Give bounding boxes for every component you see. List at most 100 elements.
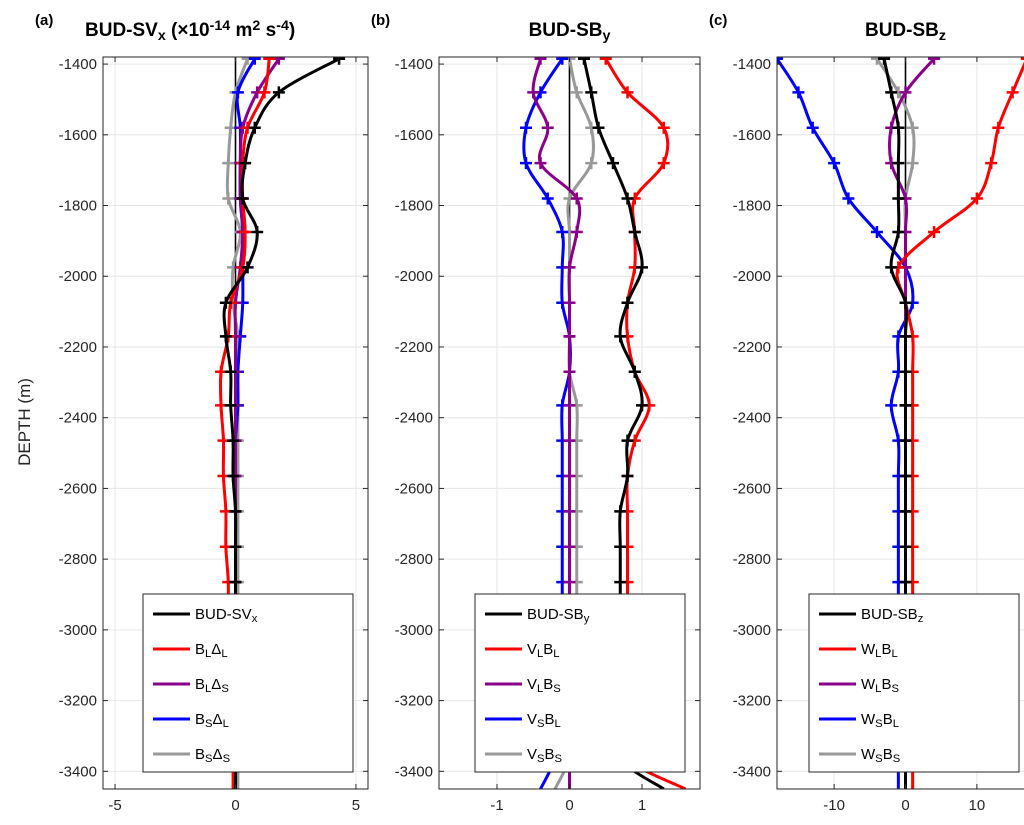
panel-label: (b) — [371, 12, 390, 29]
data-marker — [224, 365, 237, 378]
data-marker — [899, 86, 912, 99]
legend-entry: BSΔS — [195, 746, 230, 765]
y-tick-label: -1600 — [395, 127, 433, 144]
y-tick-label: -1400 — [733, 56, 771, 73]
data-marker — [248, 57, 261, 65]
y-tick-label: -2000 — [733, 268, 771, 285]
x-tick-label: -5 — [108, 797, 121, 814]
data-marker — [614, 576, 627, 589]
data-marker — [556, 226, 569, 239]
data-marker — [885, 261, 898, 274]
data-marker — [227, 434, 240, 447]
data-marker — [229, 576, 242, 589]
y-tick-label: -1800 — [59, 198, 97, 215]
legend-entry: BSΔL — [195, 711, 229, 730]
data-marker — [628, 226, 641, 239]
data-marker — [777, 57, 783, 65]
y-tick-label: -2600 — [59, 480, 97, 497]
data-marker — [885, 86, 898, 99]
y-tick-label: -1600 — [733, 127, 771, 144]
y-tick-label: -2200 — [395, 339, 433, 356]
data-marker — [885, 399, 898, 412]
y-tick-label: -2000 — [395, 268, 433, 285]
x-tick-label: -1 — [490, 797, 503, 814]
data-marker — [534, 157, 547, 170]
data-marker — [534, 57, 547, 65]
y-tick-label: -1800 — [733, 198, 771, 215]
data-marker — [563, 296, 576, 309]
y-tick-label: -3000 — [395, 622, 433, 639]
legend: BUD-SBz WLBL WLBS WSBL WSBS — [808, 593, 1020, 773]
data-marker — [621, 434, 634, 447]
data-marker — [239, 157, 252, 170]
data-marker — [621, 192, 634, 205]
x-tick-label: 0 — [565, 797, 573, 814]
data-marker — [892, 226, 905, 239]
data-marker — [563, 399, 576, 412]
data-marker — [870, 226, 883, 239]
y-tick-label: -2800 — [733, 551, 771, 568]
data-marker — [563, 261, 576, 274]
x-tick-label: 5 — [352, 797, 360, 814]
data-marker — [272, 86, 285, 99]
y-tick-label: -3200 — [59, 693, 97, 710]
legend-entry: VLBS — [527, 676, 561, 695]
data-marker — [599, 57, 612, 65]
data-marker — [828, 157, 841, 170]
y-tick-label: -3200 — [395, 693, 433, 710]
y-tick-label: -1400 — [59, 56, 97, 73]
data-marker — [592, 121, 605, 134]
data-marker — [899, 505, 912, 518]
legend-entry: BLΔL — [195, 641, 228, 660]
x-tick-label: 10 — [969, 797, 986, 814]
y-tick-label: -2800 — [395, 551, 433, 568]
legend-entry: BUD-SBz — [861, 606, 924, 625]
data-marker — [614, 505, 627, 518]
y-tick-label: -2600 — [395, 480, 433, 497]
data-marker — [899, 296, 912, 309]
data-marker — [899, 365, 912, 378]
data-marker — [892, 157, 905, 170]
data-marker — [248, 121, 261, 134]
data-marker — [878, 57, 891, 65]
data-marker — [906, 157, 919, 170]
y-tick-label: -2200 — [733, 339, 771, 356]
y-tick-label: -3400 — [59, 763, 97, 780]
data-marker — [792, 86, 805, 99]
data-marker — [970, 192, 983, 205]
y-tick-label: -2600 — [733, 480, 771, 497]
data-marker — [899, 470, 912, 483]
data-marker — [563, 576, 576, 589]
panel-a: -1400 -1600 -1800 -2000 -2200 -2400 -2600 -2800… — [35, 12, 369, 814]
panel-b: -1400 -1600 -1800 -2000 -2200 -2400 -2600 -2800… — [371, 12, 701, 814]
data-marker — [585, 86, 598, 99]
data-marker — [229, 505, 242, 518]
data-marker — [570, 86, 583, 99]
data-marker — [657, 157, 670, 170]
data-marker — [556, 57, 569, 65]
data-marker — [621, 86, 634, 99]
data-marker — [263, 57, 276, 65]
data-marker — [614, 330, 627, 343]
data-marker — [224, 399, 237, 412]
data-marker — [928, 57, 941, 65]
data-marker — [928, 226, 941, 239]
legend-entry: WSBL — [861, 711, 899, 730]
data-marker — [657, 121, 670, 134]
legend-entry: WSBS — [861, 746, 900, 765]
x-tick-label: 0 — [231, 797, 239, 814]
y-tick-label: -2000 — [59, 268, 97, 285]
panel-label: (a) — [35, 12, 53, 29]
data-marker — [563, 434, 576, 447]
legend-entry: VLBL — [527, 641, 560, 660]
x-tick-label: 0 — [901, 797, 909, 814]
y-tick-label: -2400 — [59, 410, 97, 427]
data-marker — [585, 157, 598, 170]
data-marker — [636, 261, 648, 274]
data-marker — [842, 192, 855, 205]
data-marker — [607, 157, 619, 170]
data-marker — [527, 86, 540, 99]
x-tick-label: 1 — [638, 797, 646, 814]
data-marker — [227, 470, 240, 483]
